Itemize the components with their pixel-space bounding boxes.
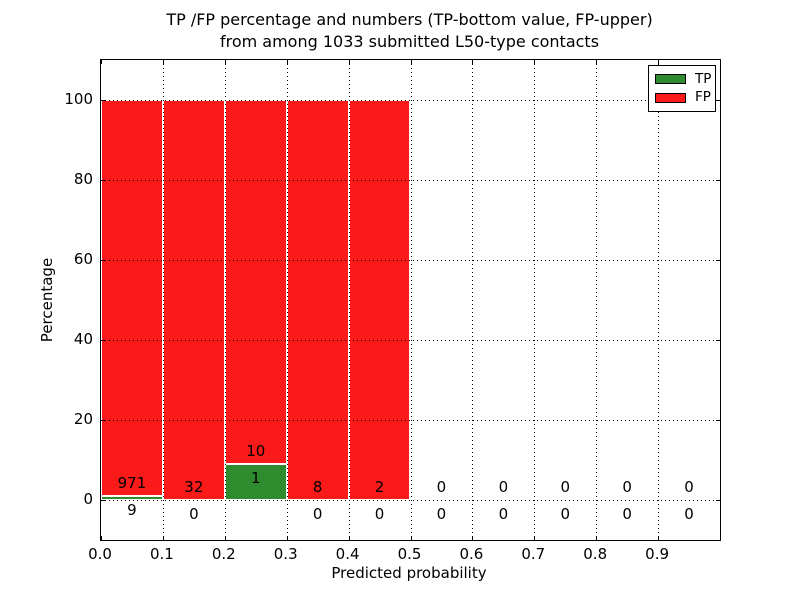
x-tick-label: 0.2 xyxy=(211,545,236,563)
y-tick-label: 80 xyxy=(73,170,93,188)
fp-bar-segment xyxy=(162,100,225,500)
fp-legend-swatch xyxy=(655,92,686,103)
gridline-vertical xyxy=(286,60,288,540)
x-tick-label: 0.4 xyxy=(335,545,360,563)
x-tick-mark xyxy=(162,536,164,540)
legend: TP FP xyxy=(648,65,716,112)
gridline-vertical xyxy=(348,60,350,540)
fp-count-label: 0 xyxy=(560,478,571,496)
x-tick-label: 0.0 xyxy=(88,545,112,563)
gridline-vertical xyxy=(596,60,598,540)
y-tick-mark-right xyxy=(716,340,720,341)
x-tick-mark-top xyxy=(224,60,226,64)
x-tick-mark xyxy=(101,536,102,540)
gridline-vertical xyxy=(472,60,474,540)
x-tick-mark xyxy=(286,536,288,540)
x-tick-label: 0.8 xyxy=(583,545,608,563)
x-tick-label: 0.3 xyxy=(273,545,298,563)
tp-bar-segment xyxy=(101,496,163,500)
y-tick-mark-right xyxy=(716,260,720,261)
x-tick-mark-top xyxy=(348,60,350,64)
fp-count-label: 971 xyxy=(117,474,147,493)
x-tick-mark xyxy=(348,536,350,540)
x-tick-label: 0.1 xyxy=(149,545,174,563)
y-tick-label: 100 xyxy=(64,90,93,108)
fp-bar-segment xyxy=(286,100,349,500)
tp-count-label: 9 xyxy=(127,501,137,520)
y-tick-mark-right xyxy=(716,420,720,421)
y-tick-mark xyxy=(101,260,105,261)
y-tick-label: 20 xyxy=(73,410,93,428)
y-tick-mark xyxy=(101,420,105,421)
gridline-vertical xyxy=(410,60,412,540)
y-tick-mark xyxy=(101,100,105,101)
tp-count-label: 0 xyxy=(312,505,323,523)
x-tick-mark xyxy=(534,536,536,540)
tp-count-label: 0 xyxy=(498,505,509,523)
fp-count-label: 8 xyxy=(312,478,323,496)
x-tick-mark xyxy=(472,536,474,540)
x-tick-label: 0.7 xyxy=(521,545,546,563)
fp-count-label: 0 xyxy=(436,478,447,496)
y-tick-mark xyxy=(101,180,105,181)
fp-count-label: 0 xyxy=(684,478,694,496)
x-tick-mark-top xyxy=(286,60,288,64)
gridline-vertical xyxy=(658,60,660,540)
gridline-vertical xyxy=(224,60,226,540)
fp-count-label: 0 xyxy=(622,478,632,496)
tp-count-label: 0 xyxy=(436,505,447,523)
y-tick-label: 0 xyxy=(83,490,93,508)
tp-count-label: 0 xyxy=(560,505,571,523)
y-tick-mark-right xyxy=(716,500,720,501)
x-tick-mark-top xyxy=(658,60,660,64)
plot-area: 971 9 32 0 10 1 8 0 2 0 0 0 0 0 0 0 0 0 0 0 TP FP xyxy=(100,59,721,541)
y-tick-label: 40 xyxy=(73,330,93,348)
x-tick-mark-top xyxy=(101,60,102,64)
x-tick-mark-top xyxy=(472,60,474,64)
x-tick-label: 0.6 xyxy=(459,545,484,563)
fp-count-label: 0 xyxy=(498,478,509,496)
x-tick-mark-top xyxy=(162,60,164,64)
chart-title-line1: TP /FP percentage and numbers (TP-bottom… xyxy=(166,10,653,29)
x-tick-mark xyxy=(658,536,660,540)
gridline-vertical xyxy=(534,60,536,540)
tp-count-label: 0 xyxy=(622,505,632,523)
y-tick-mark-right xyxy=(716,100,720,101)
x-tick-mark-top xyxy=(596,60,598,64)
x-tick-mark xyxy=(410,536,412,540)
y-tick-mark-right xyxy=(716,180,720,181)
x-tick-mark-top xyxy=(410,60,412,64)
fp-bar-segment xyxy=(224,100,287,464)
fp-count-label: 10 xyxy=(246,441,266,460)
tp-count-label: 0 xyxy=(189,505,199,523)
legend-item-fp: FP xyxy=(655,88,711,105)
y-tick-mark xyxy=(101,500,105,501)
x-tick-label: 0.5 xyxy=(397,545,422,563)
x-tick-mark xyxy=(224,536,226,540)
tp-count-label: 1 xyxy=(250,468,261,487)
legend-item-tp: TP xyxy=(655,70,712,87)
tp-count-label: 0 xyxy=(684,505,694,523)
fp-count-label: 2 xyxy=(374,478,385,496)
tp-legend-label: TP xyxy=(695,70,712,87)
y-tick-label: 60 xyxy=(73,250,93,268)
gridline-vertical xyxy=(162,60,164,540)
chart-title: TP /FP percentage and numbers (TP-bottom… xyxy=(100,9,719,53)
tp-count-label: 0 xyxy=(374,505,385,523)
x-tick-label: 0.9 xyxy=(645,545,670,563)
tp-legend-swatch xyxy=(655,74,686,85)
x-tick-mark-top xyxy=(534,60,536,64)
fp-count-label: 32 xyxy=(184,478,204,496)
fp-bar-segment xyxy=(101,100,163,497)
x-axis-label: Predicted probability xyxy=(331,564,487,582)
fp-legend-label: FP xyxy=(695,88,711,105)
tp-bar-segment xyxy=(224,463,287,500)
fp-bar-segment xyxy=(348,100,411,500)
chart-title-line2: from among 1033 submitted L50-type conta… xyxy=(219,32,600,51)
x-tick-mark xyxy=(596,536,598,540)
y-tick-mark xyxy=(101,340,105,341)
